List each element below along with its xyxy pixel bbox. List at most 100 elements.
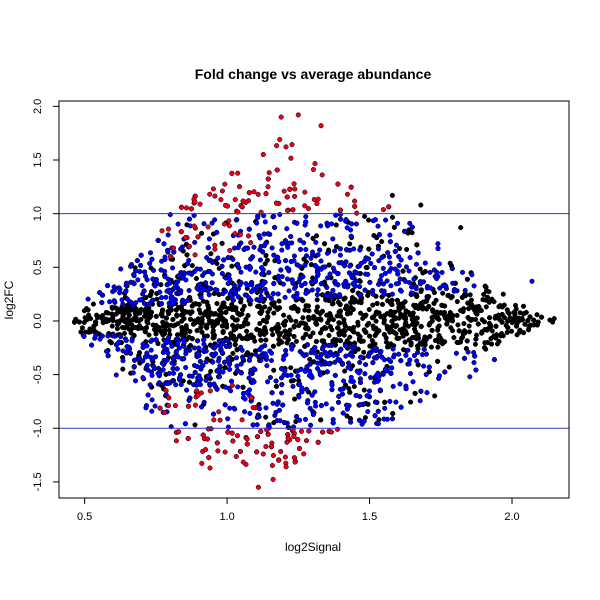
data-point [526,323,533,329]
data-point [394,335,400,341]
data-point [114,326,120,332]
data-point [288,233,294,240]
data-point [326,262,332,268]
data-point [531,317,537,323]
data-point [220,300,226,306]
data-point [464,276,470,282]
data-point [355,299,362,305]
data-point [395,271,401,277]
data-point [414,242,420,248]
data-point [381,416,387,422]
data-point [332,372,338,378]
data-point [165,232,171,238]
data-point [210,324,216,330]
data-point [207,388,213,394]
data-point [244,328,250,334]
data-point [485,326,491,332]
data-point [165,350,171,356]
data-point [313,338,319,345]
data-point [244,245,251,251]
data-point [169,360,175,366]
data-point [297,417,303,423]
data-point [442,339,448,345]
data-point [315,252,321,258]
data-point [365,409,371,415]
data-point [451,335,457,341]
data-point [387,232,393,238]
data-point [284,276,291,282]
data-point [407,255,413,261]
data-point [189,263,195,269]
data-point [403,308,409,314]
data-point [118,334,124,340]
data-point [462,287,468,293]
data-point [422,340,428,346]
data-point [377,387,383,393]
data-point [400,300,406,306]
data-point [195,234,201,240]
data-point [265,293,271,299]
data-point [186,216,193,222]
data-point [292,285,298,291]
data-point [174,312,180,318]
data-point [276,407,283,413]
data-point [378,348,384,354]
data-point [337,207,343,213]
data-point [344,191,351,197]
data-point [257,235,263,241]
data-point [133,268,139,274]
data-point [381,291,388,297]
data-point [302,307,308,313]
data-point [329,382,335,388]
data-point [309,249,316,255]
data-point [314,297,320,303]
data-point [250,405,256,411]
data-point [334,426,341,432]
data-point [170,366,176,372]
data-point [299,385,305,391]
data-point [97,290,103,296]
data-point [207,191,213,197]
data-point [442,369,448,375]
data-point [107,299,113,305]
data-point [178,246,184,252]
data-point [274,143,280,149]
data-point [498,333,504,339]
data-point [251,244,257,250]
data-point [216,313,222,319]
data-point [194,363,200,370]
data-point [422,269,428,275]
data-point [178,382,184,388]
data-point [301,353,307,359]
data-point [336,393,342,399]
data-point [147,260,153,266]
data-point [472,341,478,347]
data-point [170,265,176,271]
data-point [306,428,312,434]
data-point [269,327,275,333]
data-point [232,197,238,203]
data-point [123,337,129,344]
data-point [115,340,121,347]
data-point [388,283,394,289]
data-point [357,247,363,253]
data-point [400,333,406,339]
data-point [189,373,195,379]
data-point [486,299,492,305]
data-point [341,296,347,302]
data-point [253,269,259,275]
data-point [212,217,218,223]
data-point [284,207,291,214]
data-point [242,409,248,415]
data-point [352,203,358,209]
data-point [305,314,312,320]
data-point [389,297,395,303]
data-point [212,193,218,199]
data-point [142,273,149,279]
data-point [181,329,187,335]
data-point [436,261,442,267]
data-point [413,261,420,267]
data-point [471,283,477,289]
data-point [376,232,382,238]
data-point [440,290,446,296]
